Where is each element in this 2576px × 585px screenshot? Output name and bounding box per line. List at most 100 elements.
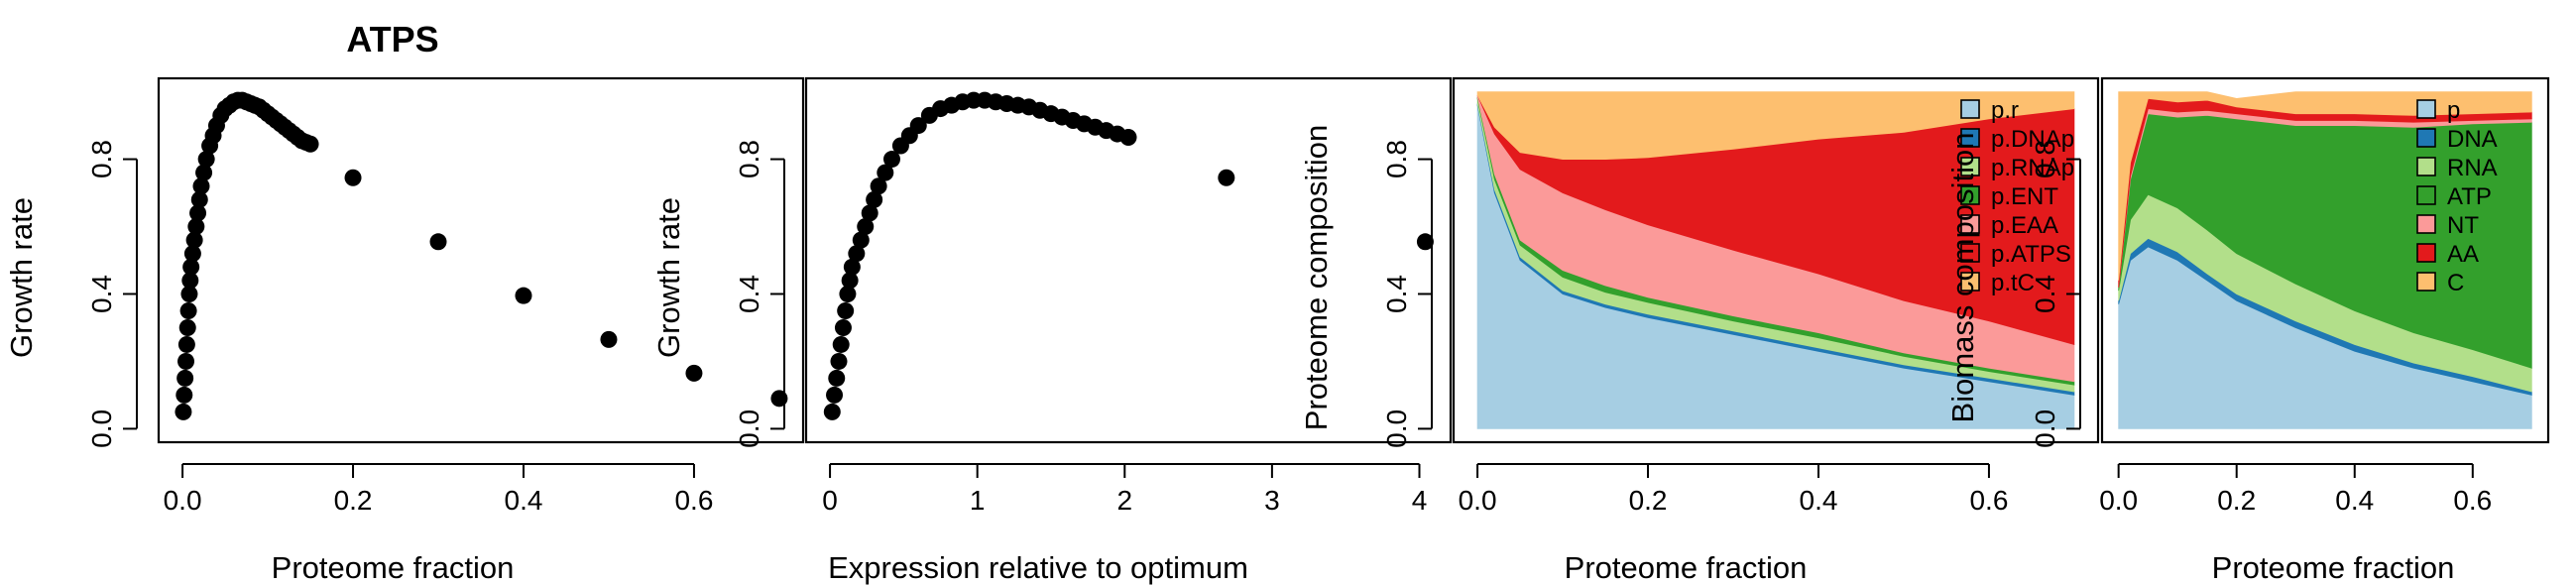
y-tick-label: 0.4 xyxy=(1381,275,1412,313)
y-tick-label: 0.8 xyxy=(1381,140,1412,178)
legend-swatch xyxy=(2416,214,2436,234)
y-axis-title: Proteome composition xyxy=(1299,125,1334,430)
legend-swatch xyxy=(1960,185,1980,205)
data-point xyxy=(826,386,844,404)
data-point xyxy=(866,190,883,208)
data-point xyxy=(1119,128,1137,146)
x-tick-label: 0.2 xyxy=(2217,485,2256,516)
x-tick-label: 0 xyxy=(822,485,838,516)
data-point xyxy=(1416,233,1434,251)
plot-frame xyxy=(2100,76,2550,444)
legend-swatch xyxy=(1960,99,1980,119)
data-point xyxy=(344,169,362,186)
data-point xyxy=(515,287,532,304)
legend-label: RNA xyxy=(2447,155,2498,181)
x-tick-label: 2 xyxy=(1116,485,1132,516)
data-point xyxy=(882,151,900,169)
y-tick-label: 0.0 xyxy=(734,410,764,448)
x-tick-label: 0.2 xyxy=(1629,485,1668,516)
x-tick-label: 0.6 xyxy=(1969,485,2008,516)
legend-label: p.EAA xyxy=(1991,212,2058,239)
y-tick-label: 0.4 xyxy=(734,275,764,313)
panel-growth-vs-expression: Expression relative to optimum Growth ra… xyxy=(651,76,1453,585)
y-tick-label: 0.0 xyxy=(86,410,117,448)
x-tick-label: 0.4 xyxy=(1800,485,1838,516)
legend-label: p.DNAp xyxy=(1991,126,2074,153)
data-point xyxy=(841,272,859,290)
x-tick-label: 0.4 xyxy=(2335,485,2374,516)
legend-label: p xyxy=(2447,97,2460,124)
data-point xyxy=(685,364,703,382)
x-tick-label: 3 xyxy=(1264,485,1280,516)
plot-frame xyxy=(157,76,805,444)
legend-swatch xyxy=(2416,157,2436,176)
data-point xyxy=(192,177,210,195)
x-tick-label: 0.2 xyxy=(334,485,373,516)
data-point xyxy=(195,164,213,181)
x-axis-title: Proteome fraction xyxy=(2212,550,2455,585)
x-tick-label: 0.0 xyxy=(2099,485,2138,516)
y-axis-title: Growth rate xyxy=(651,197,686,358)
area-p-tc xyxy=(1476,91,2075,160)
legend-label: NT xyxy=(2447,212,2479,239)
data-point xyxy=(301,135,319,153)
data-point xyxy=(185,231,203,249)
x-axis-title: Proteome fraction xyxy=(272,550,515,585)
area-c xyxy=(2118,91,2532,281)
legend-swatch xyxy=(1960,214,1980,234)
panel-biomass-composition: Proteome fraction Biomass composition 0.… xyxy=(1945,76,2550,585)
data-point xyxy=(852,231,870,249)
data-point xyxy=(877,164,894,181)
legend-label: p.ENT xyxy=(1991,183,2058,210)
data-point xyxy=(429,233,447,251)
x-tick-label: 0.0 xyxy=(1459,485,1497,516)
data-point xyxy=(828,369,846,387)
y-tick-label: 0.0 xyxy=(1381,410,1412,448)
data-point xyxy=(176,369,194,387)
data-point xyxy=(197,151,215,169)
legend-label: p.RNAp xyxy=(1991,155,2074,181)
x-axis-title: Expression relative to optimum xyxy=(828,550,1248,585)
data-point xyxy=(180,285,198,302)
data-point xyxy=(837,301,855,319)
y-tick-label: 0.4 xyxy=(86,275,117,313)
data-point xyxy=(839,285,857,302)
panel-growth-vs-fraction: ATPS Proteome fraction Growth rate 0.0 0.… xyxy=(4,19,805,585)
legend-swatch xyxy=(2416,99,2436,119)
data-point xyxy=(178,318,196,336)
data-point xyxy=(830,352,848,370)
y-tick-label: 0.0 xyxy=(2030,410,2060,448)
x-tick-label: 4 xyxy=(1412,485,1428,516)
data-point xyxy=(870,177,887,195)
data-point xyxy=(857,218,875,236)
data-point xyxy=(177,352,195,370)
plot-frame xyxy=(1452,76,2100,444)
y-tick-label: 0.8 xyxy=(86,140,117,178)
data-point xyxy=(175,403,192,420)
x-tick-label: 1 xyxy=(970,485,986,516)
legend-label: AA xyxy=(2447,241,2479,268)
y-tick-label: 0.8 xyxy=(2030,140,2060,178)
y-axis-title: Growth rate xyxy=(4,197,39,358)
data-point xyxy=(861,204,878,222)
data-point xyxy=(183,245,201,263)
plot-frame xyxy=(804,76,1453,444)
x-tick-label: 0.4 xyxy=(505,485,543,516)
data-point xyxy=(600,330,618,348)
data-point xyxy=(1218,169,1235,186)
legend-swatch xyxy=(1960,128,1980,148)
legend-label: DNA xyxy=(2447,126,2498,153)
legend-swatch xyxy=(2416,272,2436,292)
data-point xyxy=(848,245,866,263)
data-point xyxy=(834,318,852,336)
data-point xyxy=(189,204,207,222)
legend-swatch xyxy=(2416,243,2436,263)
y-tick-label: 0.8 xyxy=(734,140,764,178)
data-point xyxy=(832,335,850,353)
data-point xyxy=(176,386,193,404)
data-point xyxy=(187,218,205,236)
data-point xyxy=(181,272,199,290)
legend-label: p.ATPS xyxy=(1991,241,2071,268)
